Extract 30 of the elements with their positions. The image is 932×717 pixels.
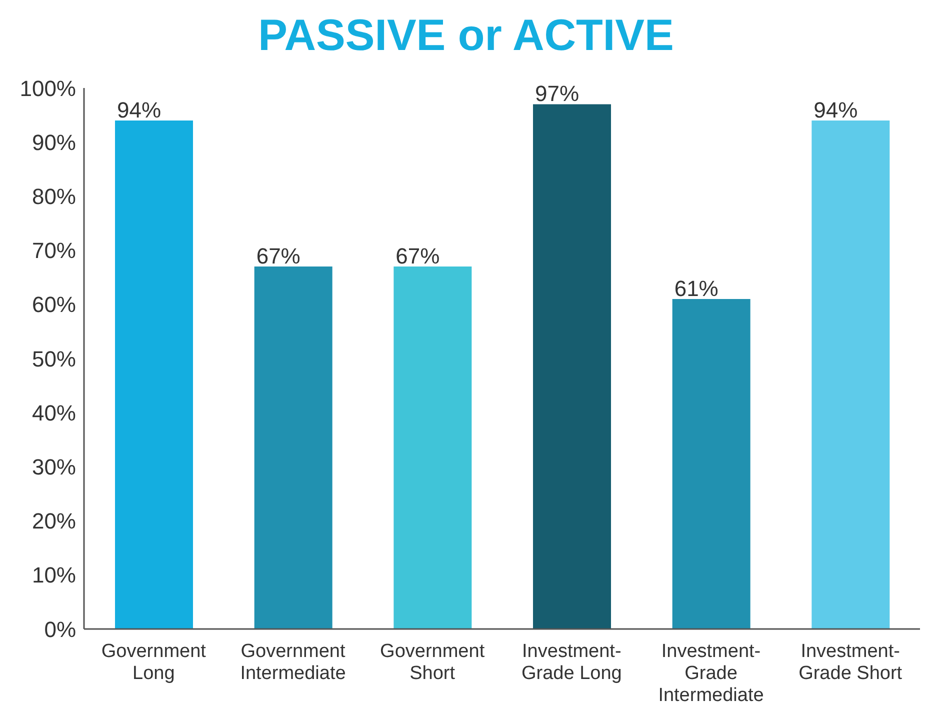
- data-label: 94%: [117, 97, 162, 122]
- y-tick-label: 40%: [32, 400, 76, 426]
- y-tick-label: 70%: [32, 238, 76, 264]
- x-tick-label: Government Intermediate: [240, 641, 346, 684]
- y-tick-label: 20%: [32, 508, 76, 534]
- bar: [533, 104, 611, 629]
- y-tick-label: 10%: [32, 562, 76, 588]
- x-tick-label: Government Short: [380, 641, 486, 684]
- y-tick-label: 90%: [32, 130, 76, 155]
- bar: [672, 298, 750, 629]
- data-label: 94%: [814, 97, 858, 122]
- chart-title: PASSIVE or ACTIVE: [257, 10, 675, 62]
- x-tick-label: Investment-Grade Intermediate: [658, 641, 764, 706]
- x-tick-label: Investment-Grade Long: [521, 641, 622, 684]
- bar: [394, 266, 472, 629]
- y-tick-label: 30%: [32, 454, 76, 480]
- y-tick-label: 0%: [44, 616, 76, 642]
- x-tick-label: Investment-Grade Short: [798, 641, 903, 684]
- data-label: 61%: [674, 276, 718, 301]
- y-tick-label: 60%: [32, 292, 76, 318]
- y-tick-label: 80%: [32, 184, 76, 210]
- bar: [254, 266, 332, 629]
- bar: [115, 120, 193, 629]
- y-tick-label: 50%: [32, 346, 76, 372]
- data-label: 97%: [535, 81, 580, 106]
- data-label: 67%: [256, 244, 300, 269]
- y-tick-label: 100%: [20, 76, 76, 101]
- bar: [812, 120, 890, 629]
- data-label: 67%: [396, 244, 440, 269]
- x-tick-label: Government Long: [101, 641, 207, 684]
